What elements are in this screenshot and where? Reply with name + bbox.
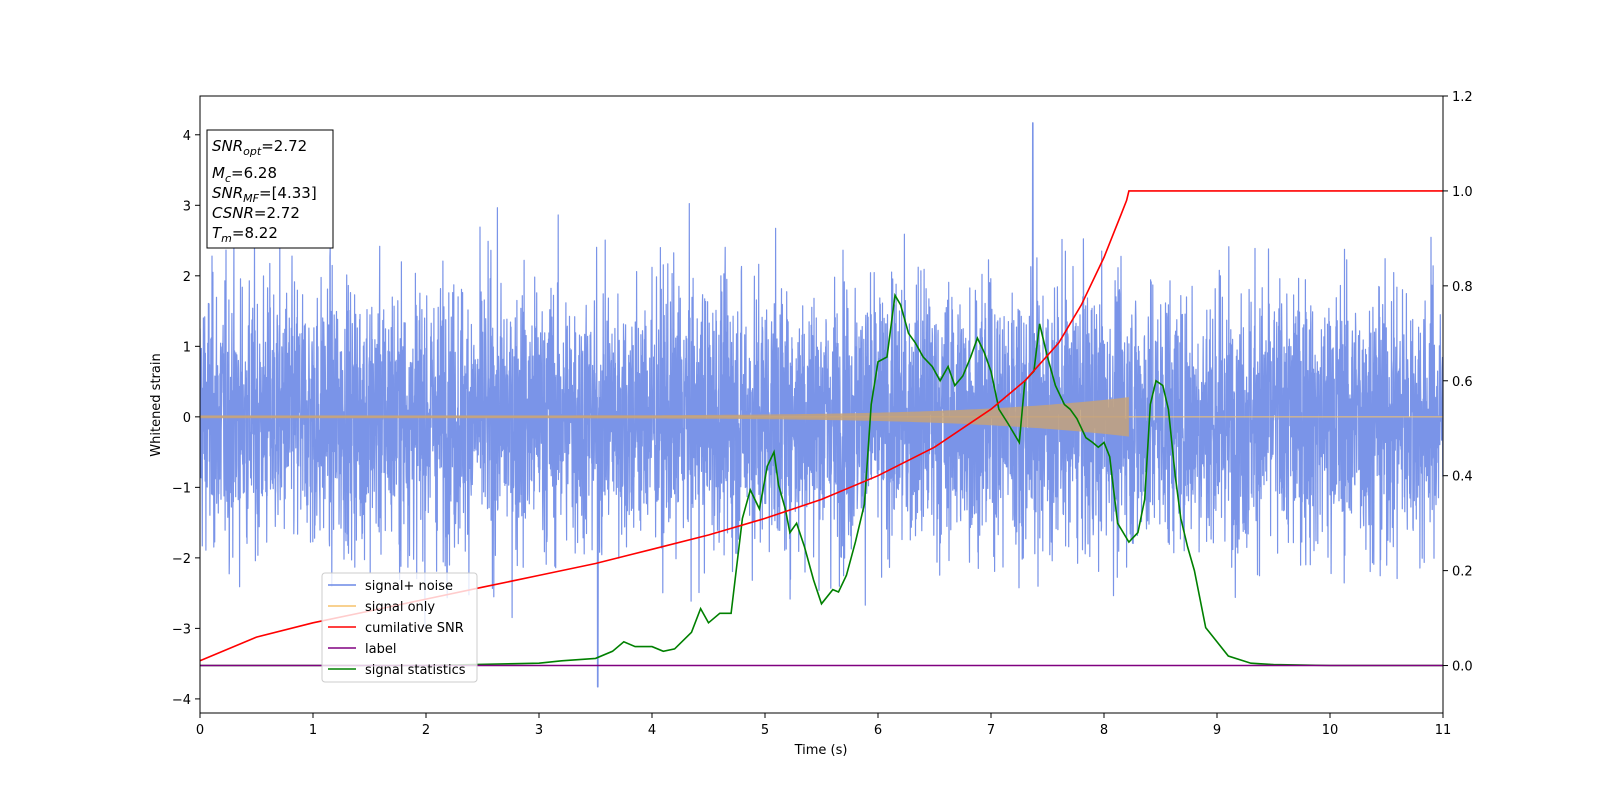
svg-text:signal only: signal only [365, 600, 435, 615]
svg-text:signal+ noise: signal+ noise [365, 579, 453, 594]
y-tick-label: −2 [172, 552, 191, 567]
x-tick-label: 3 [535, 723, 543, 738]
legend-item-signal-only: signal only [328, 600, 435, 615]
y-tick-label: 2 [183, 270, 191, 285]
y2-tick-label: 0.0 [1452, 660, 1473, 675]
x-tick-label: 4 [648, 723, 656, 738]
y2-tick-label: 0.6 [1452, 375, 1473, 390]
x-axis-label: Time (s) [794, 743, 848, 758]
x-tick-label: 0 [196, 723, 204, 738]
snr-mf-text: SNRMF=[4.33] [212, 184, 317, 205]
y-tick-label: 4 [183, 129, 191, 144]
y-tick-label: 3 [183, 199, 191, 214]
y-tick-label: −4 [172, 693, 191, 708]
x-tick-label: 1 [309, 723, 317, 738]
x-tick-label: 2 [422, 723, 430, 738]
legend: signal+ noise signal only cumilative SNR… [321, 572, 478, 683]
x-tick-label: 9 [1213, 723, 1221, 738]
y-tick-label: −1 [172, 481, 191, 496]
stats-annotation-box: SNRopt=2.72 Mc=6.28 SNRMF=[4.33] CSNR=2.… [206, 129, 334, 249]
svg-text:signal statistics: signal statistics [365, 663, 466, 678]
y-axis-right: 0.0 0.2 0.4 0.6 0.8 1.0 1.2 [1443, 90, 1473, 675]
y-tick-label: 1 [183, 340, 191, 355]
x-tick-label: 6 [874, 723, 882, 738]
svg-text:label: label [365, 642, 396, 657]
x-tick-label: 10 [1322, 723, 1339, 738]
y-tick-label: 0 [183, 411, 191, 426]
y2-tick-label: 1.0 [1452, 185, 1473, 200]
snr-opt-text: SNRopt=2.72 [212, 137, 307, 158]
tm-text: Tm=8.22 [212, 224, 278, 245]
signal-only-envelope [200, 397, 1129, 437]
plot-frame [199, 95, 1444, 714]
x-tick-label: 8 [1100, 723, 1108, 738]
y-axis-label: Whitened strain [149, 353, 164, 456]
y2-tick-label: 1.2 [1452, 90, 1473, 105]
y-axis-left: −4 −3 −2 −1 0 1 2 3 4 [172, 129, 200, 708]
x-tick-label: 5 [761, 723, 769, 738]
y-tick-label: −3 [172, 622, 191, 637]
svg-text:cumilative SNR: cumilative SNR [365, 621, 464, 636]
y2-tick-label: 0.2 [1452, 565, 1473, 580]
y2-tick-label: 0.8 [1452, 280, 1473, 295]
x-tick-label: 7 [987, 723, 995, 738]
mc-text: Mc=6.28 [212, 164, 277, 185]
x-tick-label: 11 [1435, 723, 1452, 738]
y2-tick-label: 0.4 [1452, 470, 1473, 485]
signal-statistics-series [200, 292, 1443, 667]
legend-item-signal-statistics: signal statistics [328, 663, 466, 678]
signal-noise-series [200, 122, 1443, 688]
legend-item-cumulative-snr: cumilative SNR [328, 621, 464, 636]
legend-item-signal-noise: signal+ noise [328, 579, 453, 594]
csnr-text: CSNR=2.72 [212, 204, 300, 222]
legend-item-label: label [328, 642, 396, 657]
x-axis: 0 1 2 3 4 5 6 7 8 9 10 11 [196, 713, 1451, 738]
